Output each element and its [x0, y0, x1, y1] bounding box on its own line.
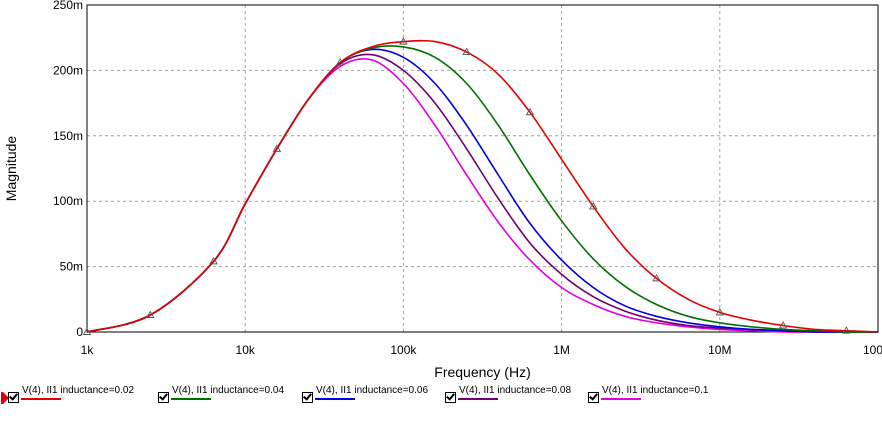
- legend-swatch: [315, 398, 355, 400]
- legend-swatch: [21, 398, 61, 400]
- y-tick-label: 200m: [53, 63, 83, 77]
- legend: V(4), II1 inductance=0.02 V(4), II1 induc…: [0, 384, 882, 416]
- series-line-1: [86, 39, 879, 333]
- legend-label: V(4), II1 inductance=0.06: [316, 385, 429, 396]
- x-axis-title: Frequency (Hz): [434, 364, 530, 380]
- selected-trace-arrow-icon: [3, 392, 9, 404]
- series-line-5: [86, 58, 878, 333]
- series-line-2: [86, 45, 879, 333]
- series-marker: [525, 107, 535, 116]
- series-line-3: [86, 48, 878, 333]
- plot-frame: [86, 4, 879, 333]
- legend-label: V(4), II1 inductance=0.1: [602, 385, 709, 396]
- series-marker: [272, 144, 282, 152]
- series-markers: [82, 37, 851, 335]
- series-marker: [842, 326, 851, 334]
- series-line-4: [86, 53, 878, 333]
- series-marker: [588, 202, 598, 210]
- y-tick-label: 100m: [53, 194, 83, 208]
- y-axis-title: Magnitude: [3, 136, 19, 202]
- legend-swatch: [601, 398, 641, 400]
- series-marker: [335, 58, 345, 66]
- legend-swatch: [171, 398, 211, 400]
- legend-checkbox[interactable]: [8, 392, 19, 403]
- legend-checkbox[interactable]: [302, 392, 313, 403]
- y-tick-label: 0: [76, 325, 83, 339]
- y-tick-label: 150m: [53, 129, 83, 143]
- legend-swatch: [458, 398, 498, 400]
- y-tick-label: 250m: [53, 0, 83, 12]
- legend-checkbox[interactable]: [445, 392, 456, 403]
- legend-checkbox[interactable]: [158, 392, 169, 403]
- legend-label: V(4), II1 inductance=0.08: [459, 385, 572, 396]
- series-marker: [778, 321, 788, 329]
- series-marker: [399, 37, 408, 45]
- x-tick-label: 1k: [81, 343, 95, 357]
- legend-label: V(4), II1 inductance=0.04: [172, 385, 285, 396]
- series-marker: [462, 47, 471, 56]
- legend-checkbox[interactable]: [588, 392, 599, 403]
- series-marker: [652, 273, 661, 282]
- x-tick-label: 1M: [553, 343, 570, 357]
- x-tick-label: 10M: [708, 343, 731, 357]
- legend-label: V(4), II1 inductance=0.02: [22, 385, 135, 396]
- x-axis-ticks: 1k 10k 100k 1M 10M 100M: [81, 343, 882, 357]
- x-tick-label: 100k: [390, 343, 417, 357]
- y-axis-ticks: 0 50m 100m 150m 200m 250m: [53, 0, 83, 339]
- series-marker: [82, 327, 92, 335]
- x-tick-label: 100M: [863, 343, 882, 357]
- y-tick-label: 50m: [60, 260, 83, 274]
- series-marker: [715, 307, 725, 316]
- magnitude-chart: 1k10k100k1M10M100M 050m100m150m200m250m …: [3, 0, 882, 380]
- x-tick-label: 10k: [236, 343, 256, 357]
- grid-lines: [87, 5, 878, 332]
- series-marker: [209, 256, 218, 265]
- series-marker: [145, 310, 155, 318]
- selected-trace-marker-icon: [1, 392, 3, 404]
- series-lines: [86, 39, 879, 333]
